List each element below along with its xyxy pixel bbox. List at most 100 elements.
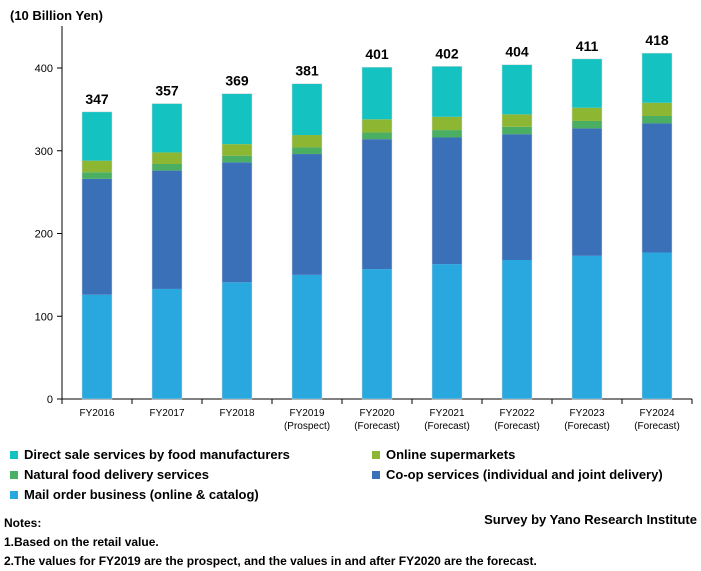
bar-outline <box>641 52 673 400</box>
bar-outline <box>431 66 463 400</box>
bar-segment-mail-order <box>82 294 112 399</box>
bar-segment-mail-order <box>642 252 672 399</box>
bar-segment-direct-sale <box>222 93 252 145</box>
x-category-sublabel: (Prospect) <box>284 421 330 432</box>
bar-segment-natural-food <box>642 115 672 124</box>
legend-swatch-co-op <box>372 470 380 479</box>
x-category-label: FY2018 <box>219 408 254 419</box>
note-line-1: 1.Based on the retail value. <box>4 535 159 549</box>
bar-segment-mail-order <box>502 259 532 399</box>
bar-outline <box>501 64 533 400</box>
bar-segment-direct-sale <box>642 53 672 103</box>
bar-segment-co-op <box>502 134 532 260</box>
bar-outline <box>571 58 603 400</box>
bar-segment-co-op <box>292 154 322 275</box>
bar-segment-online-supermarkets <box>362 119 392 133</box>
legend-swatch-direct-sale <box>10 450 18 459</box>
bar-segment-co-op <box>152 170 182 289</box>
bar-segment-online-supermarkets <box>432 116 462 131</box>
x-category-label: FY2022 <box>499 408 534 419</box>
bar-segment-natural-food <box>432 130 462 138</box>
bar-segment-online-supermarkets <box>152 152 182 164</box>
notes: Notes: 1.Based on the retail value. 2.Th… <box>4 514 537 571</box>
bar-segment-direct-sale <box>82 111 112 161</box>
bar-outline <box>361 66 393 400</box>
x-category-sublabel: (Forecast) <box>424 421 470 432</box>
bar-segment-natural-food <box>82 172 112 179</box>
bar-segment-natural-food <box>572 120 602 129</box>
bar-segment-direct-sale <box>432 66 462 117</box>
bar-segment-co-op <box>222 162 252 283</box>
x-category-label: FY2016 <box>79 408 114 419</box>
x-category-sublabel: (Forecast) <box>354 421 400 432</box>
x-category-sublabel: (Forecast) <box>564 421 610 432</box>
source-credit: Survey by Yano Research Institute <box>484 512 697 527</box>
bar-segment-natural-food <box>502 126 532 135</box>
bar-segment-online-supermarkets <box>292 135 322 148</box>
bar-segment-co-op <box>572 128 602 256</box>
bar-outline <box>81 111 113 400</box>
bar-segment-direct-sale <box>502 64 532 115</box>
legend-item-natural-food: Natural food delivery services <box>10 467 209 482</box>
bar-segment-online-supermarkets <box>82 160 112 173</box>
unit-label: (10 Billion Yen) <box>10 8 103 23</box>
bar-segment-online-supermarkets <box>502 114 532 127</box>
bar-segment-co-op <box>432 137 462 265</box>
bar-segment-online-supermarkets <box>642 102 672 116</box>
legend-label-online-supermarkets: Online supermarkets <box>386 447 516 462</box>
bar-segment-mail-order <box>362 269 392 399</box>
x-category-label: FY2021 <box>429 408 464 419</box>
bar-segment-direct-sale <box>152 103 182 153</box>
y-tick-label: 200 <box>35 229 53 241</box>
bar-total-label: 411 <box>576 38 599 54</box>
bar-segment-natural-food <box>362 132 392 140</box>
y-tick-label: 300 <box>35 146 53 158</box>
bar-segment-co-op <box>82 178 112 295</box>
bar-segment-direct-sale <box>572 58 602 108</box>
bar-segment-online-supermarkets <box>572 107 602 121</box>
legend-label-direct-sale: Direct sale services by food manufacture… <box>24 447 290 462</box>
bar-outline <box>151 103 183 400</box>
bar-total-label: 401 <box>365 46 389 62</box>
legend-label-natural-food: Natural food delivery services <box>24 467 209 482</box>
notes-heading: Notes: <box>4 516 42 530</box>
bar-total-label: 404 <box>505 44 529 60</box>
y-tick-label: 400 <box>35 63 53 75</box>
x-category-label: FY2020 <box>359 408 394 419</box>
x-category-label: FY2017 <box>149 408 184 419</box>
legend-swatch-online-supermarkets <box>372 450 380 459</box>
bar-segment-co-op <box>642 123 672 253</box>
bar-total-label: 402 <box>435 45 459 61</box>
bar-segment-online-supermarkets <box>222 144 252 156</box>
bar-total-label: 347 <box>85 91 109 107</box>
legend-label-co-op: Co-op services (individual and joint del… <box>386 467 663 482</box>
x-category-sublabel: (Forecast) <box>634 421 680 432</box>
bar-segment-mail-order <box>152 288 182 399</box>
bar-segment-natural-food <box>152 163 182 171</box>
bar-segment-direct-sale <box>362 67 392 120</box>
y-tick-label: 0 <box>47 394 53 406</box>
bar-total-label: 357 <box>155 83 179 99</box>
bar-outline <box>291 83 323 400</box>
bar-segment-co-op <box>362 139 392 270</box>
bar-total-label: 381 <box>295 63 319 79</box>
bar-segment-mail-order <box>432 264 462 399</box>
legend-item-co-op: Co-op services (individual and joint del… <box>372 467 663 482</box>
legend-swatch-natural-food <box>10 470 18 479</box>
stacked-bar-chart: 0 100 200 300 400 347 FY2016 357 FY2017 369 FY2018… <box>35 26 693 432</box>
bar-segment-direct-sale <box>292 83 322 136</box>
bar-outline <box>221 93 253 400</box>
x-category-sublabel: (Forecast) <box>494 421 540 432</box>
legend-item-mail-order: Mail order business (online & catalog) <box>10 487 259 502</box>
bar-segment-mail-order <box>572 255 602 399</box>
x-category-label: FY2019 <box>289 408 324 419</box>
legend-item-online-supermarkets: Online supermarkets <box>372 447 515 462</box>
note-line-2: 2.The values for FY2019 are the prospect… <box>4 554 537 568</box>
y-tick-label: 100 <box>35 311 53 323</box>
bar-segment-natural-food <box>292 147 322 155</box>
bar-segment-mail-order <box>292 274 322 399</box>
bar-segment-natural-food <box>222 155 252 163</box>
bar-segment-mail-order <box>222 282 252 399</box>
legend-label-mail-order: Mail order business (online & catalog) <box>24 487 259 502</box>
bar-total-label: 369 <box>225 73 249 89</box>
